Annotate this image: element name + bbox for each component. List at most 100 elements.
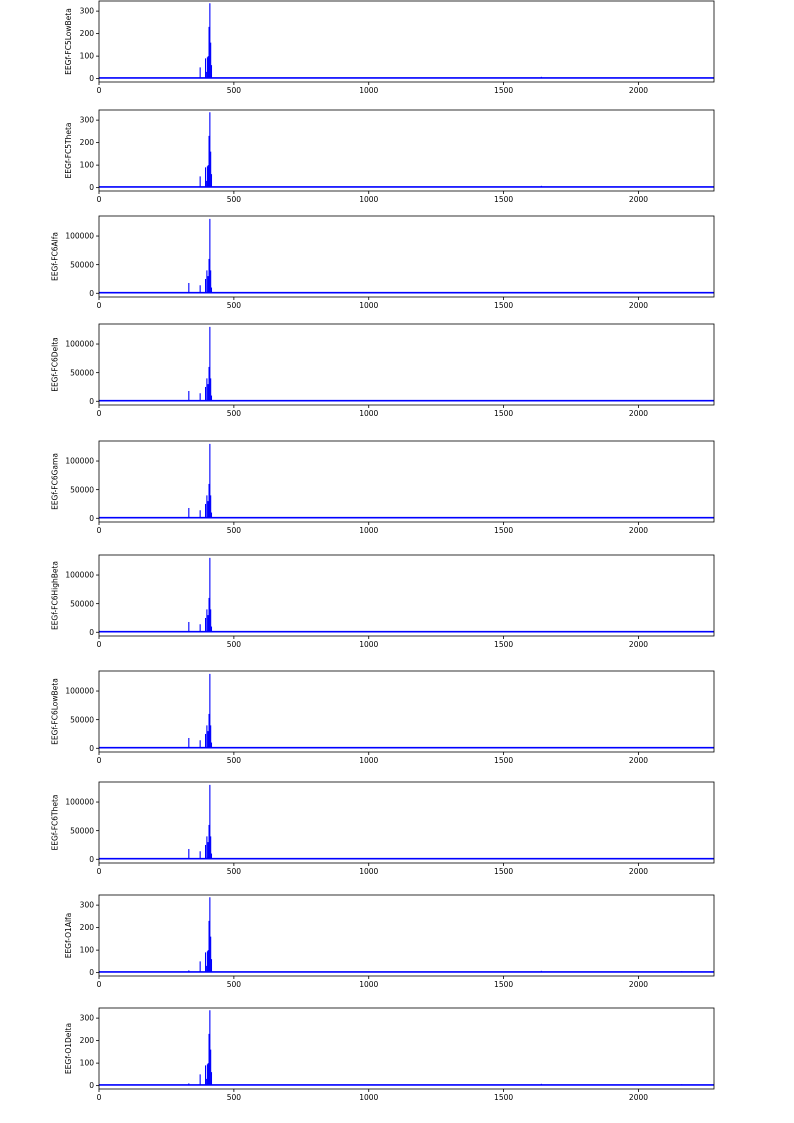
y-axis-label: EEGf-O1Alfa <box>64 913 73 959</box>
subplot-5: 0 500 1000 1500 2000 0 50000 100000 EEGf-FC6Gama <box>50 440 715 535</box>
x-tick-label: 1000 <box>359 640 378 649</box>
x-tick-label: 0 <box>97 980 102 989</box>
y-tick-label: 200 <box>80 1036 95 1045</box>
x-tick-label: 2000 <box>629 195 648 204</box>
y-tick-label: 100 <box>80 161 95 170</box>
x-tick-label: 1000 <box>359 756 378 765</box>
y-tick-label: 300 <box>80 901 95 910</box>
x-tick-label: 1000 <box>359 1093 378 1102</box>
y-tick-label: 100000 <box>65 457 94 466</box>
y-tick-label: 100000 <box>65 340 94 349</box>
y-tick-label: 100000 <box>65 571 94 580</box>
axes-frame <box>98 1007 715 1090</box>
x-tick-label: 1500 <box>494 86 513 95</box>
x-tick-label: 500 <box>227 1093 242 1102</box>
x-tick-label: 500 <box>227 301 242 310</box>
x-tick-label: 1000 <box>359 409 378 418</box>
x-tick-label: 0 <box>97 640 102 649</box>
y-tick-label: 50000 <box>70 599 94 608</box>
x-tick-label: 1500 <box>494 1093 513 1102</box>
axes-frame <box>98 440 715 523</box>
y-tick-label: 200 <box>80 923 95 932</box>
subplot-1: 0 500 1000 1500 2000 0 100 200 300 EEGf-FC5LowBet… <box>64 0 715 95</box>
x-tick-label: 0 <box>97 526 102 535</box>
subplot-3: 0 500 1000 1500 2000 0 50000 100000 EEGf-FC6Alfa <box>50 215 715 310</box>
x-tick-label: 1500 <box>494 301 513 310</box>
x-tick-label: 0 <box>97 86 102 95</box>
x-tick-label: 2000 <box>629 1093 648 1102</box>
x-tick-label: 2000 <box>629 86 648 95</box>
y-tick-label: 50000 <box>70 260 94 269</box>
y-tick-label: 50000 <box>70 715 94 724</box>
y-axis-label: EEGf-FC5LowBeta <box>64 8 73 75</box>
y-tick-label: 100000 <box>65 798 94 807</box>
subplot-4: 0 500 1000 1500 2000 0 50000 100000 EEGf-FC6Delt… <box>50 323 715 418</box>
x-tick-label: 0 <box>97 301 102 310</box>
y-tick-label: 0 <box>89 1081 94 1090</box>
y-tick-label: 50000 <box>70 826 94 835</box>
x-tick-label: 2000 <box>629 980 648 989</box>
y-tick-label: 0 <box>89 397 94 406</box>
x-tick-label: 2000 <box>629 301 648 310</box>
x-tick-label: 0 <box>97 409 102 418</box>
y-tick-label: 300 <box>80 1014 95 1023</box>
x-tick-label: 0 <box>97 867 102 876</box>
x-tick-label: 2000 <box>629 640 648 649</box>
y-axis-label: EEGf-FC6Theta <box>50 794 59 850</box>
axes-frame <box>98 109 715 192</box>
subplot-9: 0 500 1000 1500 2000 0 100 200 300 EEGf-O1Alfa <box>64 894 715 989</box>
x-tick-label: 0 <box>97 1093 102 1102</box>
y-tick-label: 100000 <box>65 232 94 241</box>
axes-frame <box>98 554 715 637</box>
axes-frame <box>98 894 715 977</box>
y-axis-label: EEGf-FC6Delta <box>50 337 59 392</box>
x-tick-label: 1500 <box>494 409 513 418</box>
y-tick-label: 0 <box>89 744 94 753</box>
y-tick-label: 0 <box>89 968 94 977</box>
y-tick-label: 0 <box>89 855 94 864</box>
subplot-10: 0 500 1000 1500 2000 0 100 200 300 EEGf-O1Delta <box>64 1007 715 1102</box>
x-tick-label: 1000 <box>359 980 378 989</box>
x-tick-label: 1500 <box>494 640 513 649</box>
y-axis-label: EEGf-FC5Theta <box>64 122 73 178</box>
x-tick-label: 500 <box>227 195 242 204</box>
x-tick-label: 2000 <box>629 756 648 765</box>
x-tick-label: 1500 <box>494 195 513 204</box>
y-tick-label: 200 <box>80 29 95 38</box>
y-tick-label: 0 <box>89 628 94 637</box>
y-tick-label: 200 <box>80 138 95 147</box>
x-tick-label: 1500 <box>494 756 513 765</box>
y-tick-label: 100000 <box>65 687 94 696</box>
axes-frame <box>98 670 715 753</box>
x-tick-label: 500 <box>227 409 242 418</box>
y-axis-label: EEGf-FC6LowBeta <box>50 678 59 745</box>
x-tick-label: 2000 <box>629 867 648 876</box>
y-tick-label: 50000 <box>70 485 94 494</box>
x-tick-label: 500 <box>227 526 242 535</box>
y-tick-label: 0 <box>89 183 94 192</box>
x-tick-label: 1500 <box>494 867 513 876</box>
x-tick-label: 1000 <box>359 195 378 204</box>
subplot-2: 0 500 1000 1500 2000 0 100 200 300 EEGf-FC5Theta <box>64 109 715 204</box>
x-tick-label: 1000 <box>359 526 378 535</box>
x-tick-label: 2000 <box>629 526 648 535</box>
subplot-8: 0 500 1000 1500 2000 0 50000 100000 EEGf-FC6Thet… <box>50 781 715 876</box>
axes-frame <box>98 0 715 83</box>
x-tick-label: 500 <box>227 640 242 649</box>
axes-frame <box>98 215 715 298</box>
y-axis-label: EEGf-FC6Alfa <box>50 232 59 281</box>
y-tick-label: 100 <box>80 1059 95 1068</box>
axes-frame <box>98 781 715 864</box>
y-tick-label: 100 <box>80 946 95 955</box>
y-axis-label: EEGf-FC6Gama <box>50 453 59 510</box>
x-tick-label: 1000 <box>359 86 378 95</box>
x-tick-label: 500 <box>227 756 242 765</box>
y-tick-label: 50000 <box>70 368 94 377</box>
y-axis-label: EEGf-FC6HighBeta <box>50 561 59 630</box>
y-tick-label: 0 <box>89 74 94 83</box>
axes-frame <box>98 323 715 406</box>
y-tick-label: 0 <box>89 514 94 523</box>
x-tick-label: 0 <box>97 756 102 765</box>
x-tick-label: 500 <box>227 86 242 95</box>
